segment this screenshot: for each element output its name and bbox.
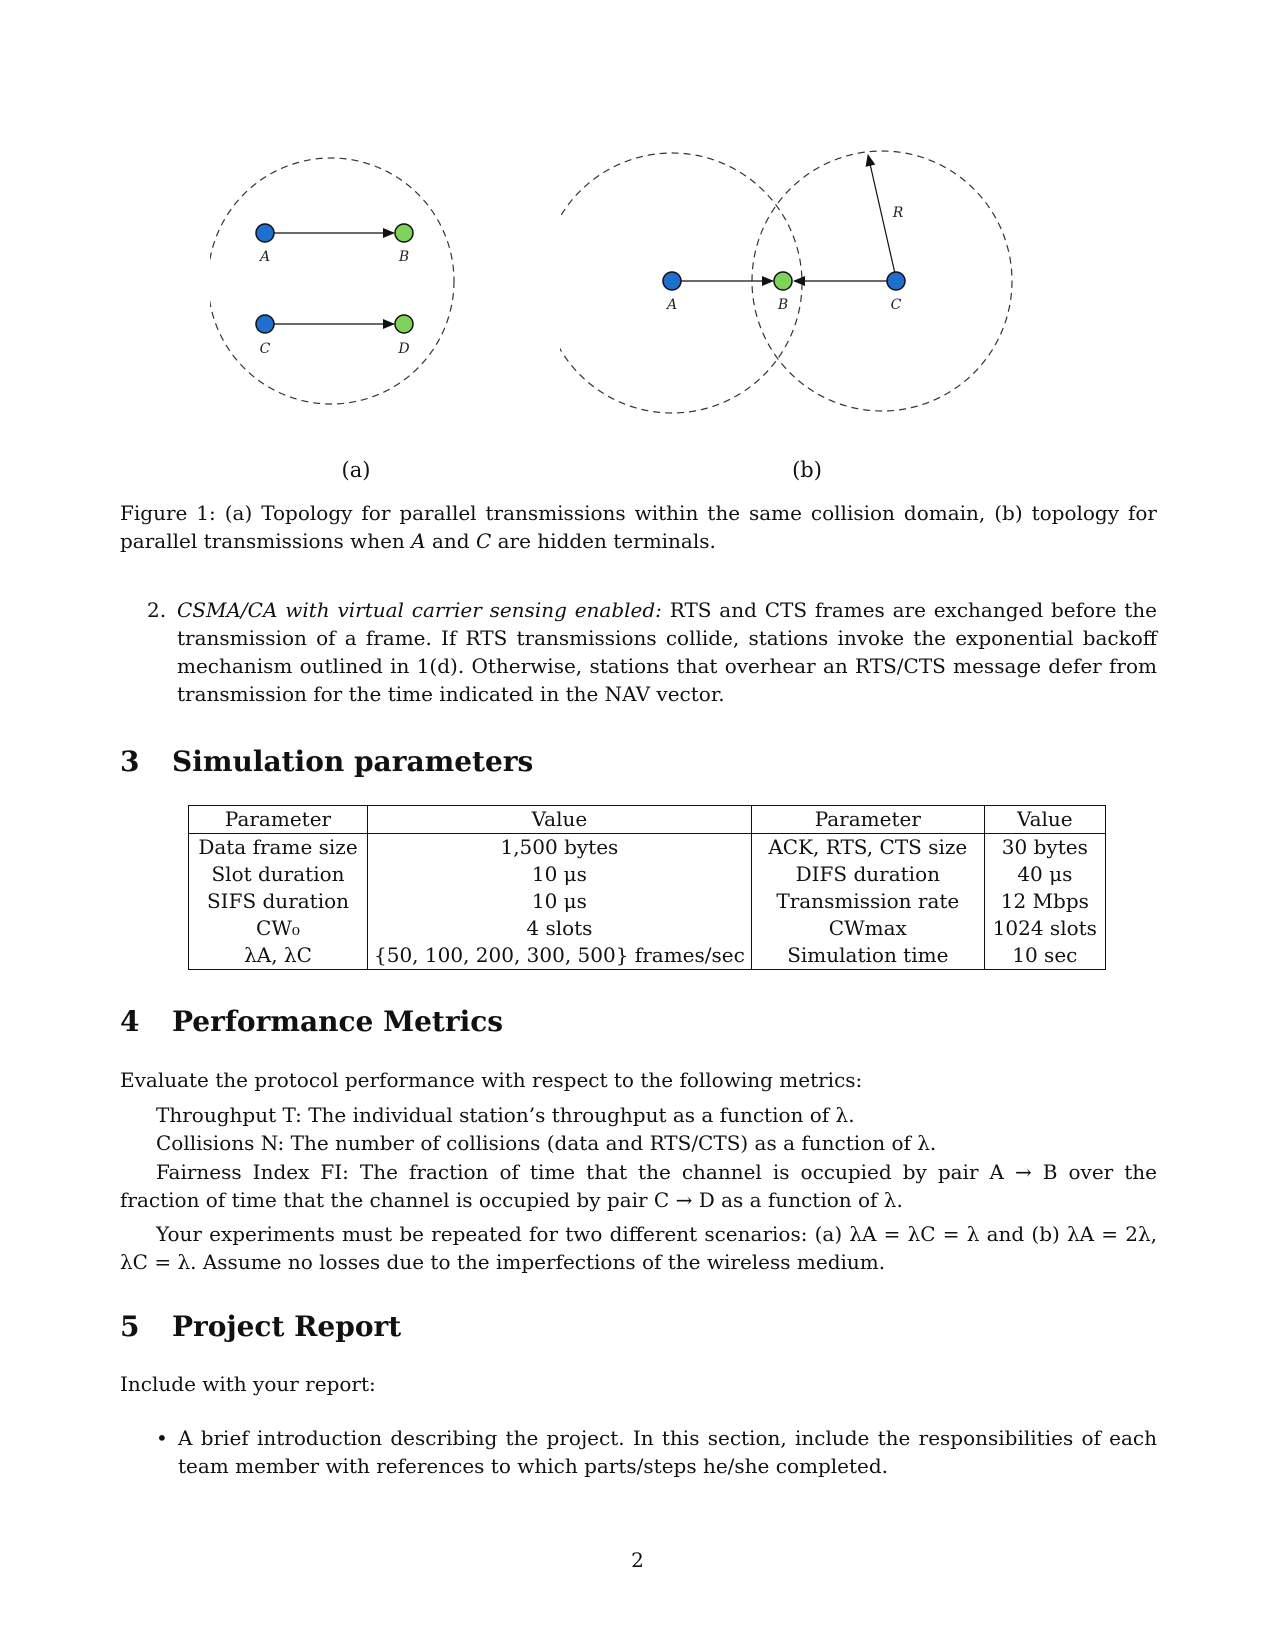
table-cell: 12 Mbps [983, 888, 1106, 915]
table-cell: λA, λC [188, 942, 368, 970]
table-row: λA, λC {50, 100, 200, 300, 500} frames/s… [188, 942, 1106, 970]
metrics-intro: Evaluate the protocol performance with r… [120, 1068, 863, 1092]
node-d-label: D [397, 341, 409, 357]
list-item-text: RTS and CTS frames are exchanged before … [177, 598, 1158, 706]
table-row: Slot duration 10 μs DIFS duration 40 μs [188, 861, 1106, 888]
table-cell: SIFS duration [188, 888, 368, 915]
node-a-label: A [665, 297, 677, 313]
table-cell: 1,500 bytes [367, 833, 752, 861]
node-b-label: B [777, 297, 788, 313]
table-cell: Transmission rate [750, 888, 985, 915]
table-cell: Simulation time [750, 942, 985, 970]
node-a-label: A [258, 249, 270, 265]
section-number: 3 [120, 745, 140, 778]
bullet-text: A brief introduction describing the proj… [178, 1426, 1157, 1478]
node-c [886, 271, 906, 291]
figure-panel-b: A B C R [560, 150, 1013, 414]
figure-panel-a: A B C D [210, 157, 455, 405]
table-header: Parameter [750, 805, 985, 834]
table-cell: Data frame size [188, 833, 368, 861]
table-header-row: Parameter Value Parameter Value [188, 805, 1106, 834]
list-item: • A brief introduction describing the pr… [156, 1424, 1157, 1480]
page-number: 2 [631, 1548, 644, 1572]
table-cell: 10 μs [367, 861, 752, 888]
table-cell: DIFS duration [750, 861, 985, 888]
table-cell: 30 bytes [983, 833, 1106, 861]
list-item: 2. CSMA/CA with virtual carrier sensing … [147, 596, 1157, 708]
caption-var-c: C [475, 529, 492, 553]
metric-collisions: Collisions N: The number of collisions (… [156, 1131, 937, 1155]
section-heading: 5 Project Report [120, 1310, 401, 1343]
simulation-parameters-table: Parameter Value Parameter Value Data fra… [188, 805, 1106, 970]
subcaption-b: (b) [792, 458, 822, 482]
node-b-label: B [398, 249, 409, 265]
node-c-label: C [891, 297, 902, 313]
collision-domain-circle [210, 157, 455, 405]
table-row: SIFS duration 10 μs Transmission rate 12… [188, 888, 1106, 915]
list-item-number: 2. [147, 598, 167, 622]
section-number: 5 [120, 1310, 140, 1343]
scenarios-paragraph: Your experiments must be repeated for tw… [120, 1222, 1157, 1274]
table-cell: CWmax [750, 915, 985, 942]
figure-caption: Figure 1: (a) Topology for parallel tran… [120, 499, 1157, 555]
node-a [255, 223, 275, 243]
table-cell: CW₀ [188, 915, 368, 942]
table-cell: Slot duration [188, 861, 368, 888]
table-cell: 10 sec [983, 942, 1106, 970]
node-b [773, 271, 793, 291]
section-title: Simulation parameters [172, 745, 534, 778]
node-b [394, 223, 414, 243]
node-c-label: C [260, 341, 271, 357]
table-cell: ACK, RTS, CTS size [750, 833, 985, 861]
list-item-title: CSMA/CA with virtual carrier sensing ena… [177, 598, 662, 622]
table-cell: 40 μs [983, 861, 1106, 888]
metric-fairness: Fairness Index FI: The fraction of time … [120, 1160, 1157, 1212]
caption-text-2: are hidden terminals. [497, 529, 716, 553]
table-cell: 4 slots [367, 915, 752, 942]
bullet-icon: • [156, 1426, 168, 1450]
table-row: CW₀ 4 slots CWmax 1024 slots [188, 915, 1106, 942]
table-row: Data frame size 1,500 bytes ACK, RTS, CT… [188, 833, 1106, 861]
caption-and: and [431, 529, 470, 553]
table-cell: 10 μs [367, 888, 752, 915]
caption-var-a: A [411, 529, 426, 553]
section-heading: 3 Simulation parameters [120, 745, 533, 778]
table-cell: 1024 slots [983, 915, 1106, 942]
table-header: Value [367, 805, 752, 834]
node-c [255, 314, 275, 334]
table-header: Parameter [188, 805, 368, 834]
caption-label: Figure 1: [120, 501, 216, 525]
subcaption-a: (a) [341, 458, 371, 482]
radius-label: R [892, 205, 904, 221]
node-d [394, 314, 414, 334]
report-intro: Include with your report: [120, 1372, 376, 1396]
table-header: Value [983, 805, 1106, 834]
metric-throughput: Throughput T: The individual station’s t… [156, 1103, 855, 1127]
section-title: Performance Metrics [172, 1005, 504, 1038]
section-heading: 4 Performance Metrics [120, 1005, 503, 1038]
section-number: 4 [120, 1005, 140, 1038]
caption-text-1: (a) Topology for parallel transmissions … [120, 501, 1157, 553]
section-title: Project Report [172, 1310, 402, 1343]
node-a [662, 271, 682, 291]
table-cell: {50, 100, 200, 300, 500} frames/sec [367, 942, 752, 970]
radius-arrow [865, 154, 897, 279]
